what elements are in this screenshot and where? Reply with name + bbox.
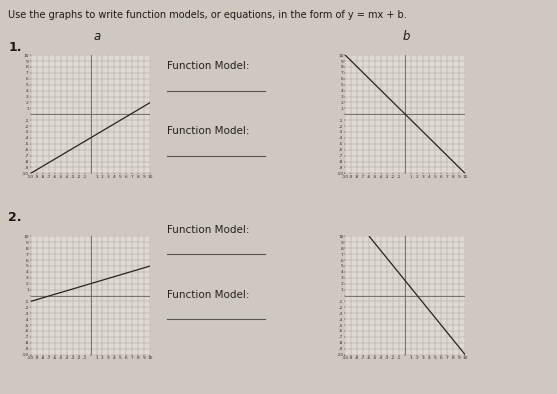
Text: Use the graphs to write function models, or equations, in the form of y = mx + b: Use the graphs to write function models,… [8, 10, 407, 20]
Text: Function Model:: Function Model: [167, 225, 250, 234]
Text: b: b [403, 30, 411, 43]
Text: Function Model:: Function Model: [167, 126, 250, 136]
Text: 1.: 1. [8, 41, 22, 54]
Text: 2.: 2. [8, 211, 22, 224]
Text: Function Model:: Function Model: [167, 61, 250, 71]
Text: Function Model:: Function Model: [167, 290, 250, 299]
Text: a: a [94, 30, 101, 43]
